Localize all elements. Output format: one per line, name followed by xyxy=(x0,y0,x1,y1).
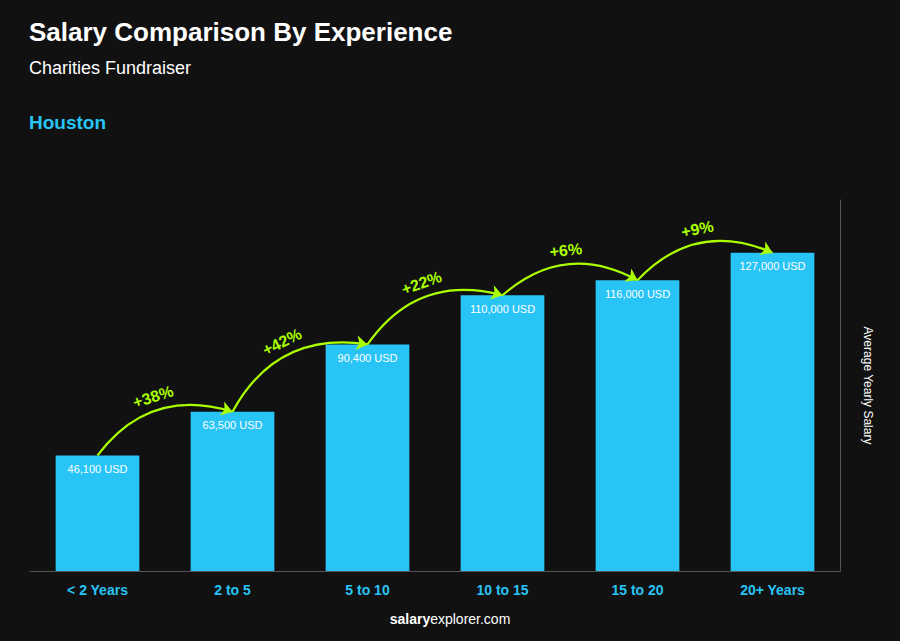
svg-text:46,100 USD: 46,100 USD xyxy=(68,463,128,475)
svg-text:2 to 5: 2 to 5 xyxy=(214,582,251,598)
svg-text:+38%: +38% xyxy=(131,382,176,411)
svg-text:110,000 USD: 110,000 USD xyxy=(470,303,535,315)
svg-text:90,400 USD: 90,400 USD xyxy=(338,352,398,364)
svg-text:Houston: Houston xyxy=(29,112,106,133)
svg-text:< 2 Years: < 2 Years xyxy=(67,582,128,598)
svg-text:20+ Years: 20+ Years xyxy=(740,582,805,598)
svg-text:10 to 15: 10 to 15 xyxy=(476,582,528,598)
svg-text:+22%: +22% xyxy=(399,268,444,298)
svg-text:Charities Fundraiser: Charities Fundraiser xyxy=(29,58,191,78)
svg-text:+6%: +6% xyxy=(549,240,583,260)
svg-text:+9%: +9% xyxy=(680,218,715,241)
svg-text:116,000 USD: 116,000 USD xyxy=(605,288,670,300)
svg-text:15 to 20: 15 to 20 xyxy=(611,582,663,598)
svg-text:5 to 10: 5 to 10 xyxy=(345,582,390,598)
svg-text:Average Yearly Salary: Average Yearly Salary xyxy=(861,327,875,445)
svg-text:63,500 USD: 63,500 USD xyxy=(203,419,263,431)
svg-text:+42%: +42% xyxy=(260,325,305,359)
svg-text:127,000 USD: 127,000 USD xyxy=(739,260,805,272)
svg-text:Salary Comparison By Experienc: Salary Comparison By Experience xyxy=(29,17,452,47)
svg-text:explorer.com: explorer.com xyxy=(430,611,510,627)
svg-text:salary: salary xyxy=(390,611,431,627)
